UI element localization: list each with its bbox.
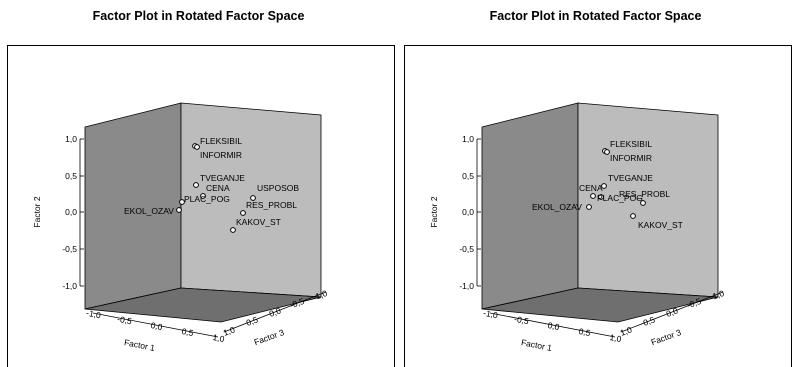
plot-frame: [7, 45, 395, 367]
factor-2-tick-label: -1,0: [62, 281, 77, 291]
data-point: [601, 183, 607, 189]
factor-3-tick-label: -0,5: [288, 296, 305, 310]
factor-3-axis-label: Factor 3: [253, 327, 286, 347]
factor-1-tick-label: 0,0: [150, 320, 164, 332]
plot-frame: [404, 45, 792, 367]
data-point-label: PLAC_POG: [184, 194, 230, 204]
data-point-label: TVEGANJE: [200, 173, 245, 183]
factor-3-tick-label: 0,0: [268, 305, 283, 319]
factor-1-tick-label: -0,5: [116, 314, 133, 327]
chart-title-right: Factor Plot in Rotated Factor Space: [489, 9, 702, 23]
data-point-label: INFORMIR: [610, 153, 652, 163]
factor-3-tick-label: 0,5: [245, 314, 260, 328]
data-point: [193, 182, 199, 188]
data-point: [604, 149, 610, 155]
data-point-label: KAKOV_ST: [236, 217, 281, 227]
floor: [481, 287, 719, 323]
factor-2-axis-label: Factor 2: [32, 196, 42, 227]
data-point-label: CENA: [206, 183, 230, 193]
data-point: [250, 195, 256, 201]
factor-3-tick-label: 0,0: [665, 305, 680, 319]
factor-1-tick-label: -0,5: [513, 314, 530, 327]
factor-1-tick-label: 0,5: [181, 326, 195, 338]
factor-2-tick-label: 0,0: [65, 207, 77, 217]
data-point-label: INFORMIR: [200, 150, 242, 160]
data-point-label: RES_PROBL: [619, 189, 670, 199]
data-point-label: FLEKSIBIL: [200, 136, 242, 146]
factor-1-tick-label: -1,0: [482, 308, 499, 321]
data-point: [586, 204, 592, 210]
factor-1-axis-label: Factor 1: [520, 337, 553, 353]
factor-3-tick-label: 0,5: [642, 314, 657, 328]
factor-2-axis-label: Factor 2: [429, 196, 439, 227]
factor-2-tick-label: 0,5: [462, 171, 474, 181]
factor-1-tick-label: 1,0: [212, 332, 226, 344]
factor-3-tick-label: -1,0: [311, 288, 328, 302]
factor-2-tick-label: 0,0: [462, 207, 474, 217]
data-point-label: CENA: [579, 183, 603, 193]
data-point-label: PLAC_POG: [597, 193, 643, 203]
data-point: [240, 210, 246, 216]
floor: [84, 287, 322, 323]
factor-3-axis-label: Factor 3: [650, 327, 683, 347]
data-point: [176, 207, 182, 213]
factor-1-tick-label: -1,0: [85, 308, 102, 321]
factor-2-tick-label: 1,0: [462, 134, 474, 144]
data-point: [590, 193, 596, 199]
factor-plot-right: 1,0 0,5 0,0 -0,5 -1,0 Factor 2 -1,0 -0,5 0,0 0,5 1…: [404, 45, 792, 367]
factor-2-tick-label: -0,5: [459, 244, 474, 254]
factor-1-axis-line: [489, 312, 616, 338]
factor-2-tick-label: -1,0: [459, 281, 474, 291]
factor-3-axis-line: [223, 291, 327, 333]
data-point: [230, 227, 236, 233]
factor-2-tick-label: 1,0: [65, 134, 77, 144]
chart-title-left: Factor Plot in Rotated Factor Space: [92, 9, 305, 23]
data-point-label: KAKOV_ST: [638, 220, 683, 230]
factor-3-tick-label: 1,0: [222, 324, 237, 338]
data-point: [640, 200, 646, 206]
data-point: [179, 199, 185, 205]
data-point-label: EKOL_OZAV: [532, 202, 582, 212]
factor-1-tick-label: 0,5: [578, 326, 592, 338]
factor-3-axis-line: [620, 291, 724, 333]
factor-3-tick-label: 1,0: [619, 324, 634, 338]
factor-plot-left: 1,0 0,5 0,0 -0,5 -1,0 Factor 2 -1,0 -0,5 0,0 0,5 1…: [7, 45, 395, 367]
factor-1-tick-label: 0,0: [547, 320, 561, 332]
data-point-label: RES_PROBL: [246, 200, 297, 210]
data-point: [598, 194, 604, 200]
factor-2-tick-label: -0,5: [62, 244, 77, 254]
data-point: [194, 144, 200, 150]
factor-2-tick-label: 0,5: [65, 171, 77, 181]
data-point: [630, 213, 636, 219]
factor-1-axis-line: [92, 312, 219, 338]
data-point-label: EKOL_OZAV: [124, 206, 174, 216]
factor-1-tick-label: 1,0: [609, 332, 623, 344]
data-point-label: USPOSOB: [257, 183, 299, 193]
factor-3-tick-label: -0,5: [685, 296, 702, 310]
factor-3-tick-label: -1,0: [708, 288, 725, 302]
factor-1-axis-label: Factor 1: [123, 337, 156, 353]
data-point-label: FLEKSIBIL: [610, 139, 652, 149]
data-point: [200, 193, 206, 199]
data-point-label: TVEGANJE: [608, 173, 653, 183]
